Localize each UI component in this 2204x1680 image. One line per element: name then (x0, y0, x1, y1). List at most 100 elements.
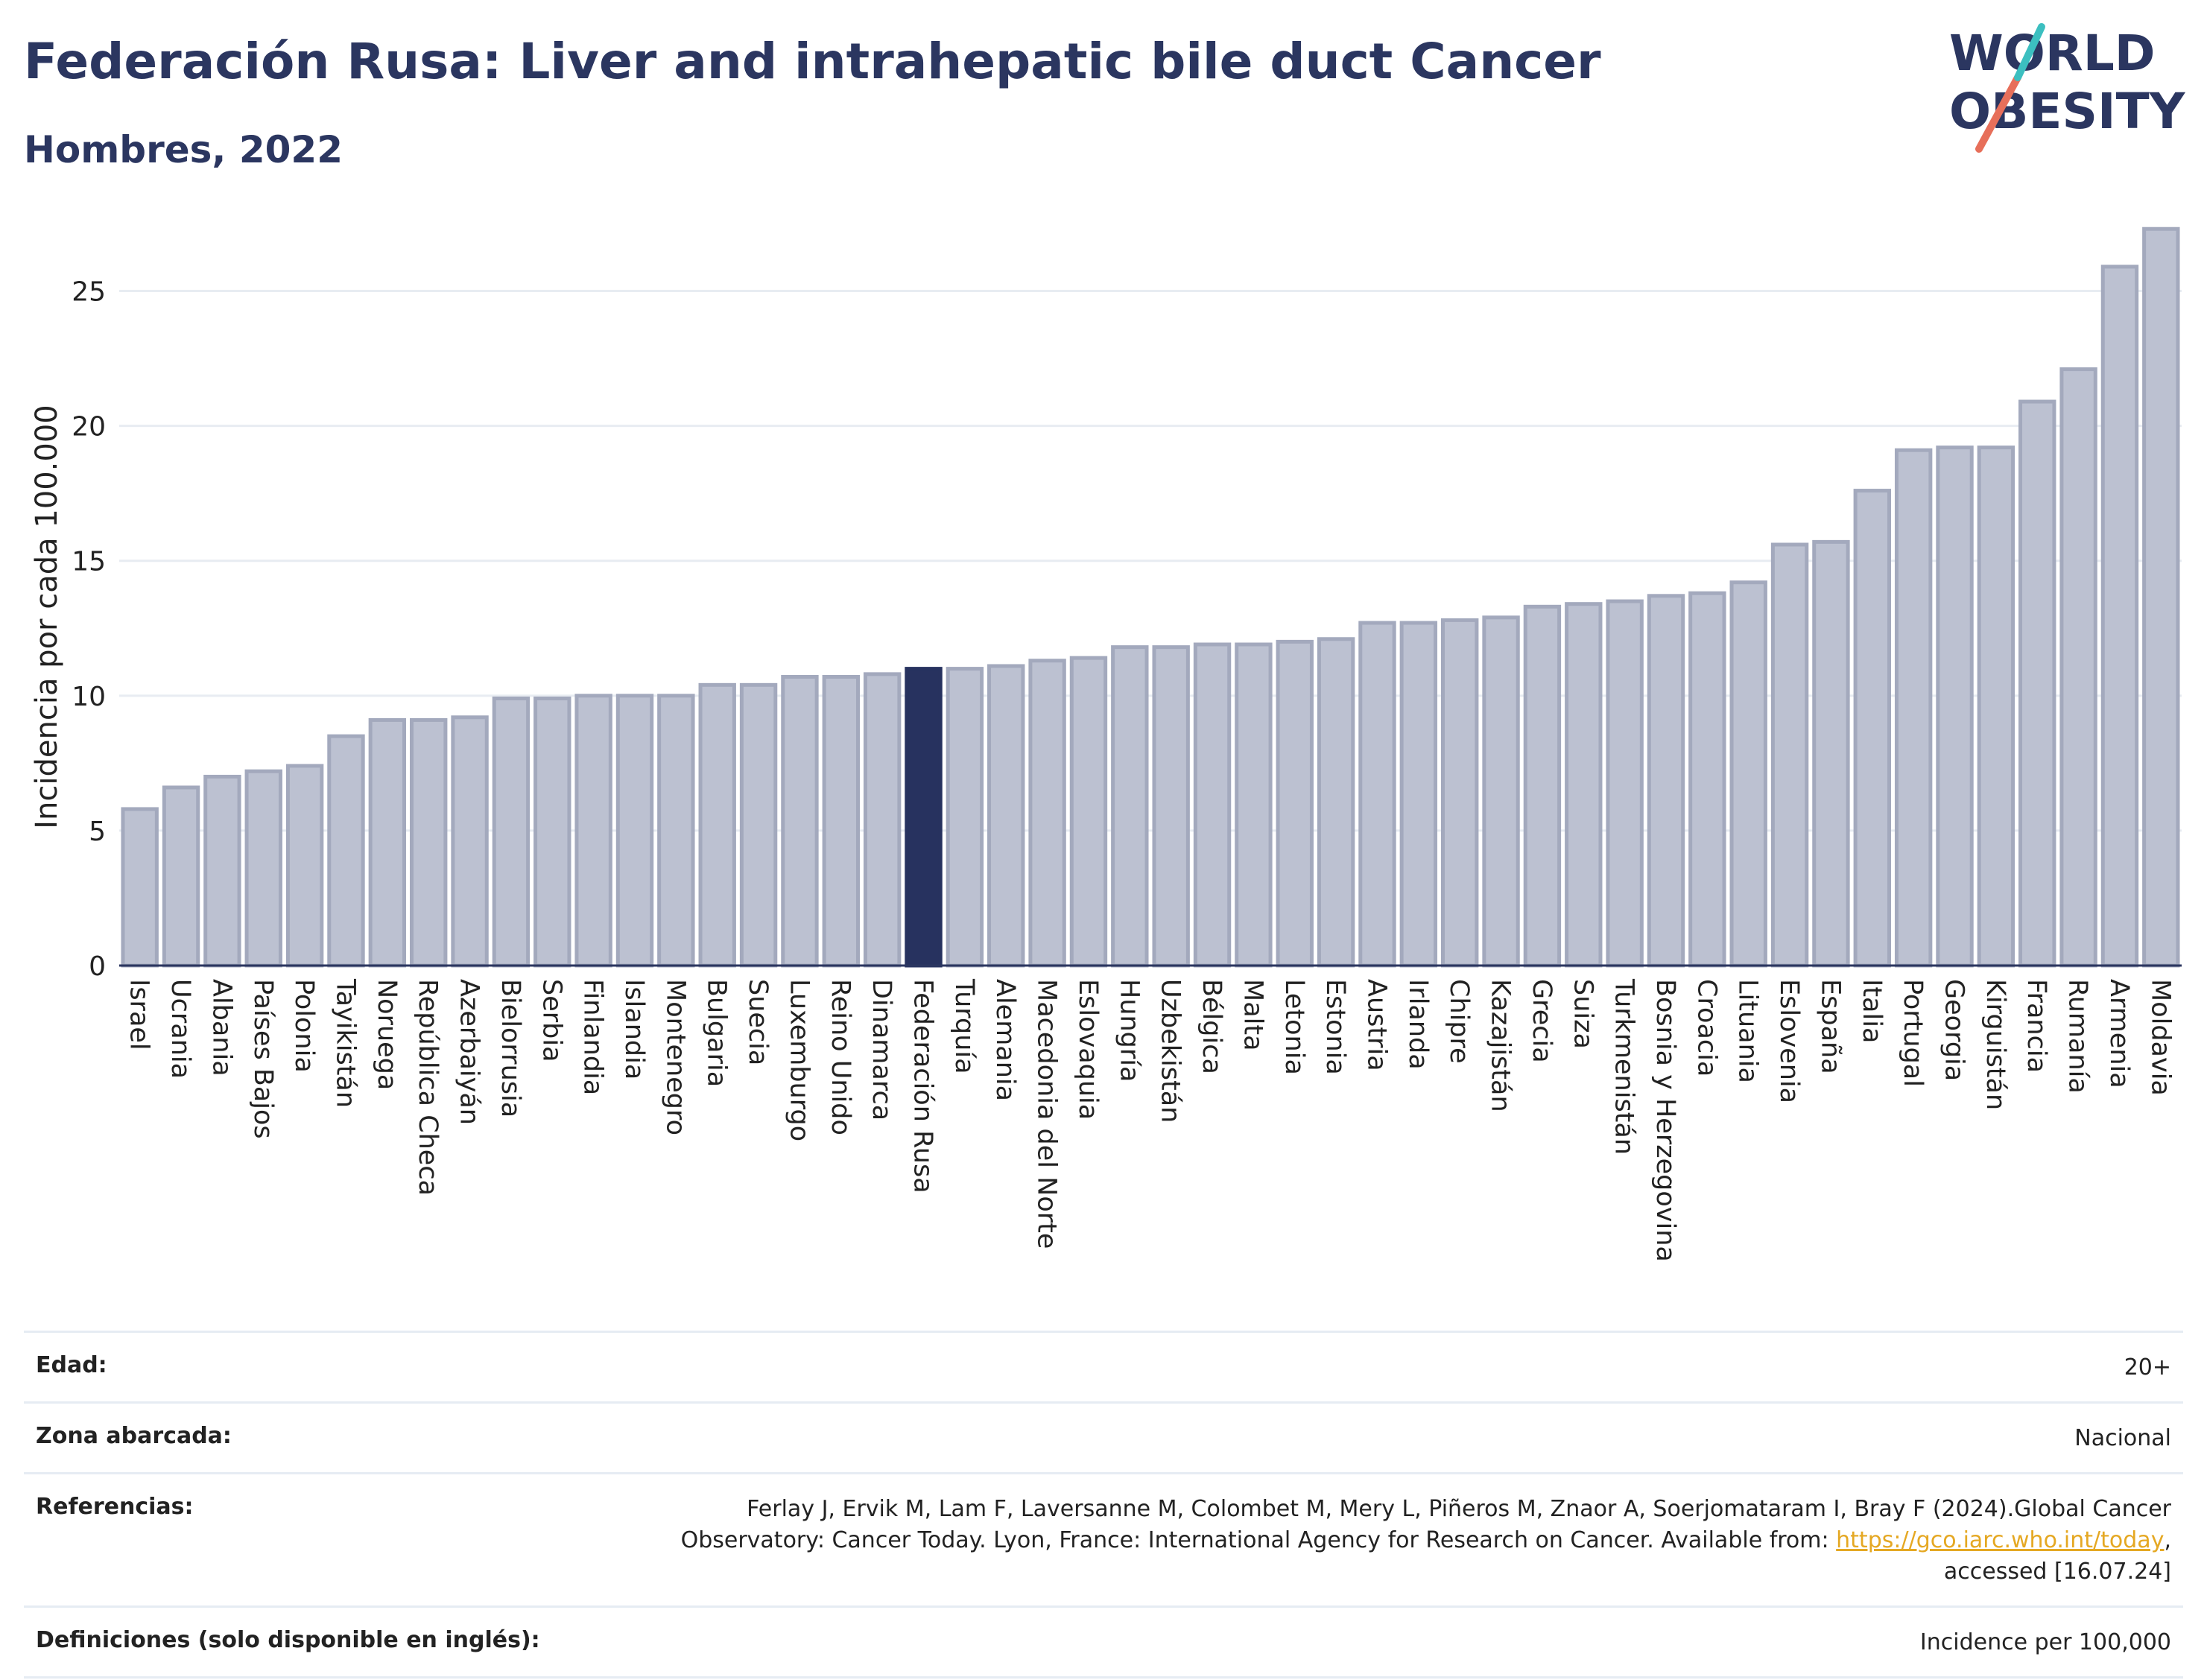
info-row-zona: Zona abarcada: Nacional (24, 1401, 2183, 1472)
bar (1276, 639, 1314, 968)
bar (285, 764, 324, 968)
bar (698, 682, 736, 968)
referencias-text: Ferlay J, Ervik M, Lam F, Laversanne M, … (680, 1496, 2171, 1553)
bar (2018, 399, 2056, 968)
info-row-referencias: Referencias: Ferlay J, Ervik M, Lam F, L… (24, 1472, 2183, 1605)
x-tick-label: Israel (124, 979, 154, 1050)
x-tick-label: Malta (1238, 979, 1267, 1051)
bar (1069, 656, 1108, 968)
bar (1688, 591, 1726, 968)
bar (162, 785, 200, 968)
bar (1565, 602, 1603, 968)
bar-chart: 0 5 10 15 20 25 Israel Ucrania Albania Países Ba… (30, 226, 2182, 1262)
bar (1729, 580, 1767, 968)
x-tick-label: Bosnia y Herzegovina (1650, 979, 1680, 1262)
x-tick-label: Kazajistán (1486, 979, 1516, 1112)
bar-highlight (905, 667, 943, 968)
x-tick-label: Tayikistán (330, 978, 360, 1108)
x-tick-label: Chipre (1444, 979, 1474, 1064)
chart-subtitle: Hombres, 2022 (24, 128, 343, 171)
y-tick-label: 0 (89, 951, 106, 982)
x-tick-label: Federación Rusa (908, 979, 938, 1194)
x-tick-label: Hungría (1114, 979, 1144, 1082)
x-tick-label: Moldavia (2145, 979, 2175, 1096)
x-tick-label: Italia (1857, 979, 1887, 1043)
x-tick-label: Luxemburgo (784, 979, 814, 1141)
zona-label: Zona abarcada: (36, 1423, 232, 1449)
bar (1853, 489, 1891, 968)
bar (368, 717, 407, 968)
bar (1028, 659, 1066, 968)
chart-title: Federación Rusa: Liver and intrahepatic … (24, 33, 1601, 90)
bar (244, 769, 282, 968)
bars (121, 226, 2180, 968)
bar (574, 694, 612, 968)
referencias-label: Referencias: (36, 1494, 194, 1520)
y-tick-label: 10 (72, 682, 106, 712)
x-tick-label: España (1815, 979, 1845, 1074)
bar (203, 774, 241, 968)
bar (1523, 604, 1562, 968)
x-tick-label: Países Bajos (248, 979, 278, 1139)
y-tick-label: 5 (89, 817, 106, 847)
bar (1647, 594, 1685, 968)
bar (1482, 615, 1520, 968)
x-tick-label: Grecia (1527, 979, 1557, 1063)
bar (533, 696, 571, 968)
x-tick-label: Suecia (743, 979, 773, 1065)
x-tick-label: Austria (1361, 979, 1391, 1071)
logo-slash-red (1975, 74, 2021, 153)
y-tick-labels: 0 5 10 15 20 25 (72, 277, 106, 982)
bar (1894, 448, 1933, 968)
bar (615, 694, 654, 968)
info-table: Edad: 20+ Zona abarcada: Nacional Refere… (24, 1331, 2183, 1679)
bar (739, 682, 778, 968)
x-tick-label: Croacia (1691, 979, 1721, 1077)
bar (987, 664, 1025, 968)
definiciones-label: Definiciones (solo disponible en inglés)… (36, 1627, 540, 1653)
y-axis-label: Incidencia por cada 100.000 (30, 405, 64, 829)
bar (410, 717, 448, 968)
world-obesity-logo: WORLD OBESITY (1949, 23, 2186, 153)
x-tick-label: Eslovenia (1774, 979, 1804, 1103)
x-tick-label: República Checa (413, 979, 443, 1196)
bar (327, 734, 365, 968)
x-tick-label: Reino Unido (826, 979, 855, 1135)
bar (1399, 621, 1438, 968)
referencias-value: Ferlay J, Ervik M, Lam F, Laversanne M, … (607, 1494, 2171, 1588)
bar (657, 694, 695, 968)
x-tick-label: Macedonia del Norte (1032, 979, 1062, 1249)
bar (2100, 264, 2139, 968)
x-tick-label: Rumanía (2063, 979, 2093, 1094)
x-tick-label: Suiza (1568, 979, 1597, 1049)
bar (1152, 645, 1190, 968)
x-tick-label: Finlandia (578, 979, 608, 1095)
x-tick-label: Albania (206, 979, 236, 1077)
x-tick-label: Estonia (1320, 979, 1350, 1075)
bar (492, 696, 531, 968)
bar (1358, 621, 1396, 968)
definiciones-value: Incidence per 100,000 (1919, 1629, 2171, 1655)
x-tick-label: Irlanda (1403, 979, 1433, 1070)
bar (1317, 637, 1355, 968)
x-tick-label: Serbia (536, 979, 566, 1062)
bar (1977, 446, 2015, 968)
x-tick-labels: Israel Ucrania Albania Países Bajos Polonia T… (124, 978, 2176, 1262)
x-tick-label: Georgia (1939, 979, 1969, 1081)
referencias-link[interactable]: https://gco.iarc.who.int/today (1836, 1527, 2165, 1553)
bar (863, 672, 902, 968)
x-tick-label: Polonia (289, 979, 319, 1073)
bar (1235, 642, 1273, 968)
x-tick-label: Ucrania (165, 979, 195, 1079)
x-tick-label: Bulgaria (702, 979, 732, 1087)
x-tick-label: Dinamarca (867, 979, 896, 1120)
bar (822, 674, 860, 968)
logo-line1: WORLD (1949, 25, 2156, 82)
referencias-accessed: , accessed [16.07.24] (1943, 1527, 2171, 1585)
edad-value: 20+ (2124, 1354, 2171, 1381)
x-tick-label: Noruega (372, 979, 402, 1090)
x-tick-label: Portugal (1898, 979, 1928, 1087)
x-tick-label: Armenia (2104, 979, 2134, 1088)
y-tick-label: 15 (72, 547, 106, 577)
x-tick-label: Montenegro (660, 979, 690, 1135)
